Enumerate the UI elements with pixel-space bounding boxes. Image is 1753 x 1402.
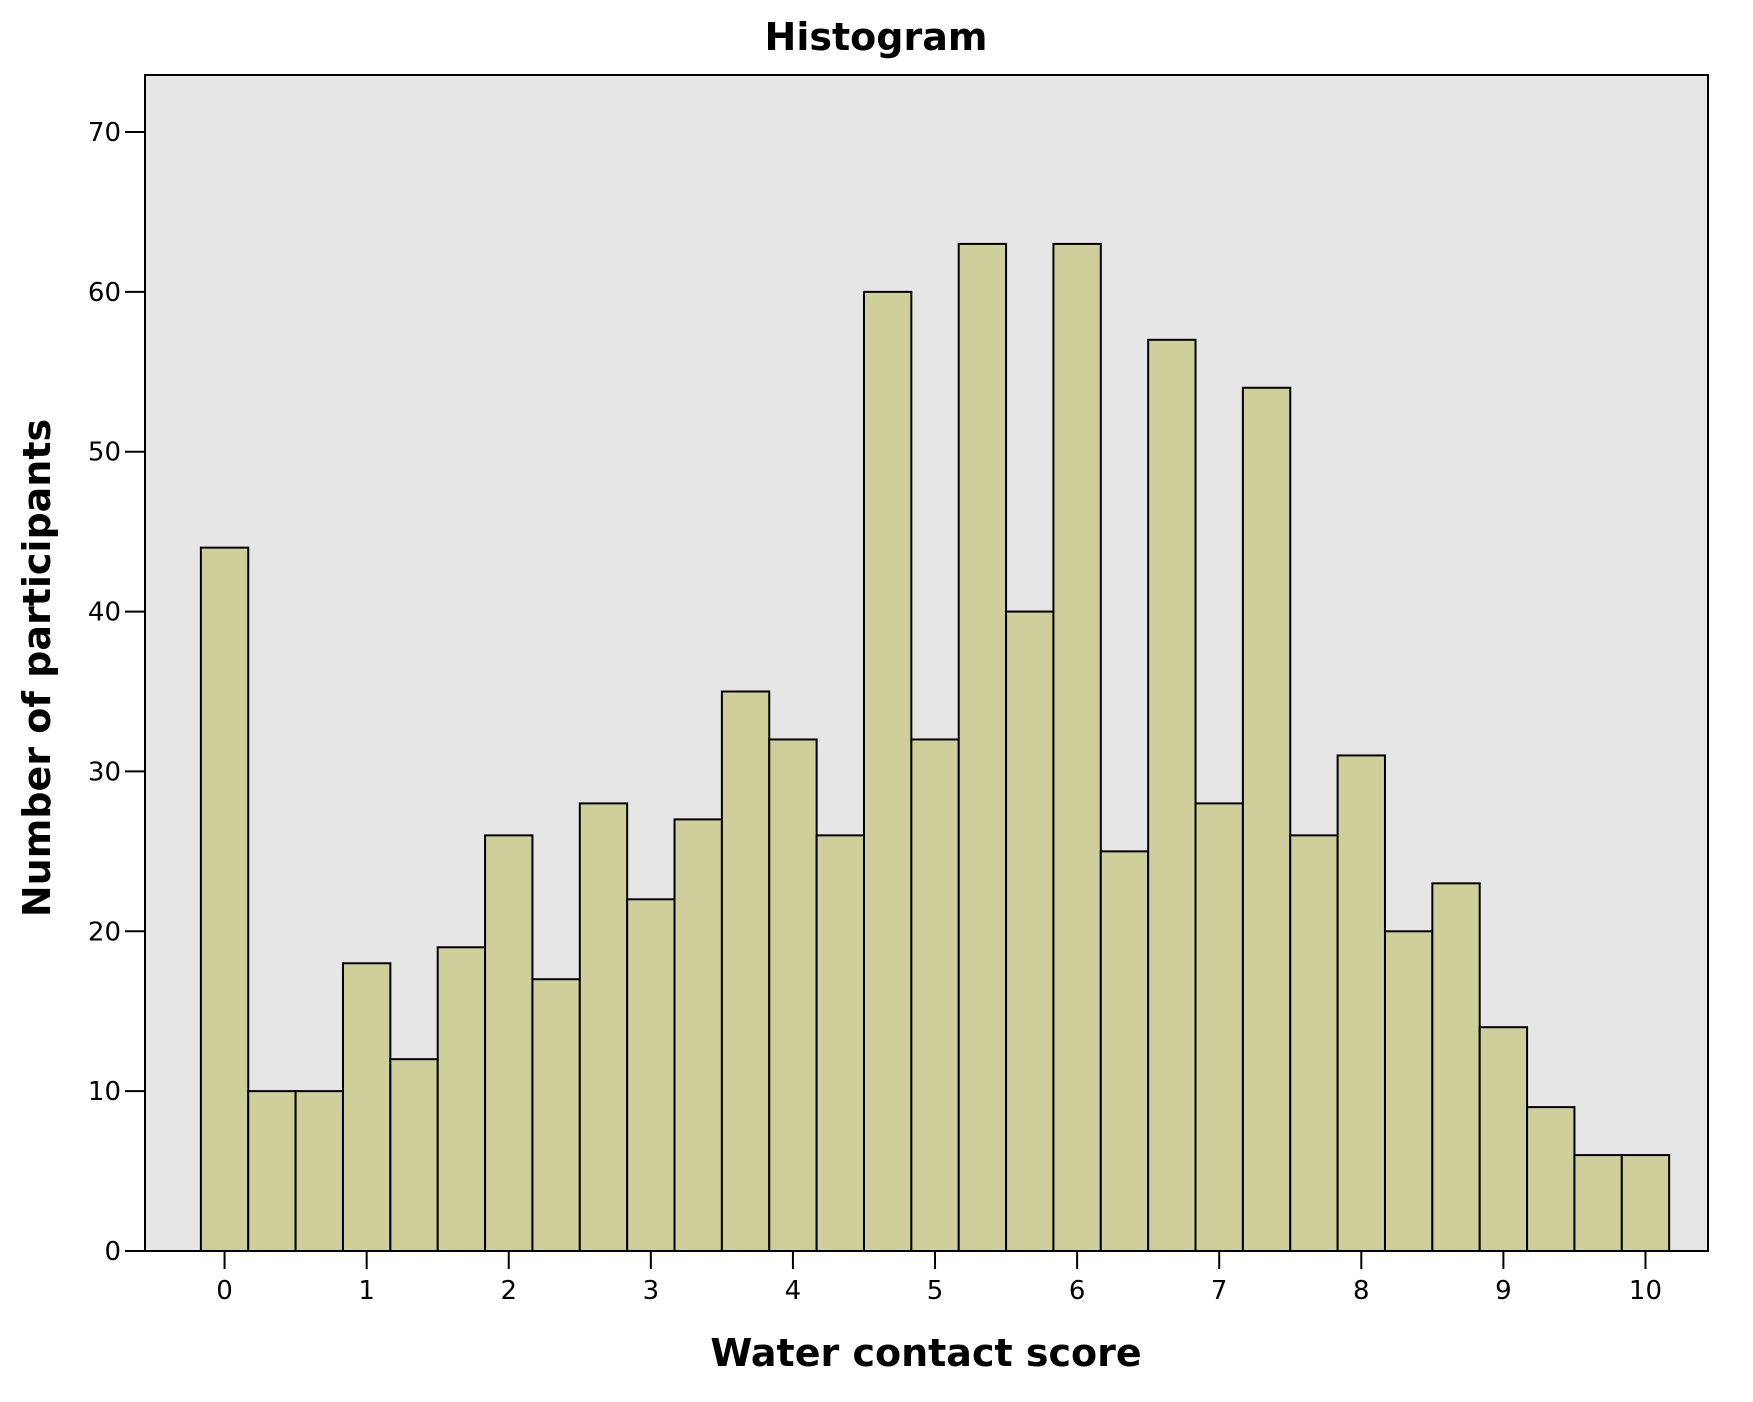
- histogram-bar-24: [1336, 754, 1386, 1252]
- histogram-bar-4: [389, 1058, 439, 1253]
- y-tick-label-4: 40: [88, 598, 121, 628]
- x-tick-label-9: 9: [1495, 1276, 1512, 1306]
- x-axis: 0 1 2 3 4 5 6 7 8 9 10: [216, 1251, 1662, 1306]
- histogram-bar-5: [436, 946, 487, 1253]
- x-tick-label-1: 1: [358, 1276, 375, 1306]
- histogram-bar-22: [1241, 386, 1292, 1252]
- x-tick-label-6: 6: [1069, 1276, 1086, 1306]
- x-tick-label-0: 0: [216, 1276, 233, 1306]
- histogram-bar-26: [1431, 882, 1481, 1253]
- y-tick-label-0: 0: [104, 1237, 121, 1267]
- histogram-bar-16: [957, 242, 1008, 1252]
- histogram-bar-1: [247, 1090, 297, 1253]
- histogram-bar-14: [862, 290, 913, 1252]
- histogram-bar-23: [1289, 834, 1339, 1252]
- y-tick-label-2: 20: [88, 917, 121, 947]
- histogram-bar-12: [768, 738, 818, 1253]
- histogram-bar-3: [341, 962, 392, 1252]
- histogram-bar-21: [1194, 802, 1244, 1253]
- y-tick-label-3: 30: [88, 757, 121, 787]
- histogram-bar-6: [484, 834, 534, 1252]
- histogram-bar-9: [626, 898, 676, 1252]
- chart-title: Histogram: [765, 15, 988, 59]
- histogram-bar-10: [673, 818, 723, 1252]
- histogram-bar-30: [1620, 1154, 1671, 1252]
- histogram-bar-28: [1526, 1106, 1576, 1252]
- histogram-bar-27: [1478, 1026, 1529, 1252]
- x-tick-label-3: 3: [643, 1276, 660, 1306]
- x-tick-label-4: 4: [785, 1276, 802, 1306]
- histogram-bar-29: [1573, 1154, 1623, 1252]
- histogram-bar-2: [294, 1090, 344, 1253]
- x-tick-label-7: 7: [1211, 1276, 1228, 1306]
- histogram-bar-17: [1005, 610, 1055, 1252]
- y-axis: 0 10 20 30 40 50 60 70: [88, 118, 145, 1267]
- histogram-bar-19: [1099, 850, 1150, 1252]
- y-tick-label-5: 50: [88, 438, 121, 468]
- y-tick-label-7: 70: [88, 118, 121, 148]
- y-tick-label-1: 10: [88, 1077, 121, 1107]
- x-tick-label-5: 5: [927, 1276, 944, 1306]
- bars-group: [199, 242, 1671, 1253]
- histogram-bar-25: [1383, 930, 1434, 1252]
- histogram-bar-15: [910, 738, 960, 1253]
- histogram-bar-18: [1052, 242, 1102, 1252]
- histogram-bar-13: [815, 834, 865, 1252]
- histogram-bar-0: [199, 546, 250, 1252]
- histogram-bar-7: [531, 978, 581, 1252]
- x-axis-label: Water contact score: [710, 1331, 1141, 1375]
- histogram-bar-20: [1147, 338, 1197, 1252]
- histogram-bar-8: [578, 802, 629, 1253]
- x-tick-label-2: 2: [500, 1276, 517, 1306]
- x-tick-label-10: 10: [1629, 1276, 1662, 1306]
- y-tick-label-6: 60: [88, 278, 121, 308]
- y-axis-label: Number of participants: [15, 419, 59, 917]
- x-tick-label-8: 8: [1353, 1276, 1370, 1306]
- histogram-bar-11: [720, 690, 771, 1252]
